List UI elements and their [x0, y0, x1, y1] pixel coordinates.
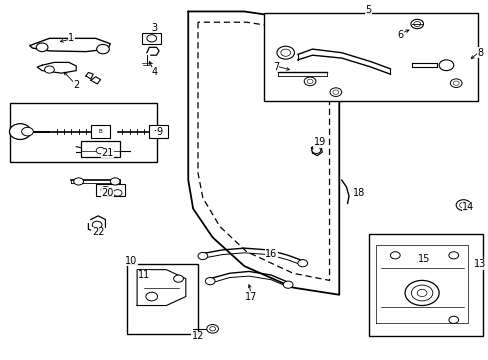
- Circle shape: [97, 44, 109, 54]
- Text: 17: 17: [245, 292, 257, 302]
- Text: 2: 2: [73, 80, 79, 90]
- Circle shape: [413, 22, 420, 27]
- Circle shape: [92, 221, 102, 228]
- Circle shape: [276, 46, 294, 59]
- Text: 4: 4: [151, 67, 157, 77]
- Bar: [142, 33, 161, 44]
- Bar: [81, 140, 120, 157]
- Circle shape: [198, 252, 207, 260]
- Bar: [368, 234, 482, 336]
- Text: 10: 10: [125, 256, 137, 266]
- Circle shape: [297, 260, 307, 267]
- Circle shape: [44, 66, 54, 73]
- Circle shape: [459, 202, 467, 208]
- Circle shape: [329, 88, 341, 96]
- Circle shape: [389, 252, 399, 259]
- Text: 18: 18: [352, 188, 364, 198]
- Text: 16: 16: [264, 248, 277, 258]
- Circle shape: [206, 324, 218, 333]
- Text: B: B: [157, 129, 160, 134]
- Text: 22: 22: [92, 227, 104, 237]
- Text: 3: 3: [151, 23, 157, 33]
- Circle shape: [455, 200, 470, 211]
- Circle shape: [96, 147, 105, 154]
- Text: 19: 19: [313, 138, 325, 147]
- Circle shape: [448, 252, 458, 259]
- Circle shape: [110, 178, 120, 185]
- Text: 9: 9: [156, 127, 162, 136]
- Text: 20: 20: [102, 188, 114, 198]
- Circle shape: [449, 79, 461, 87]
- Bar: [10, 103, 156, 162]
- Bar: [263, 13, 477, 101]
- Circle shape: [74, 178, 83, 185]
- Text: 21: 21: [102, 148, 114, 158]
- Text: 11: 11: [138, 270, 150, 280]
- Circle shape: [332, 90, 338, 94]
- Circle shape: [306, 79, 312, 84]
- Text: 6: 6: [396, 30, 403, 40]
- Circle shape: [21, 127, 33, 136]
- Text: 14: 14: [461, 202, 473, 212]
- Circle shape: [452, 81, 458, 85]
- Text: 7: 7: [272, 62, 279, 72]
- Circle shape: [416, 289, 426, 297]
- Text: B: B: [99, 129, 102, 134]
- Circle shape: [283, 281, 292, 288]
- Circle shape: [438, 60, 453, 71]
- Text: 15: 15: [418, 254, 430, 264]
- Circle shape: [404, 280, 438, 306]
- Circle shape: [146, 35, 156, 42]
- Circle shape: [410, 285, 432, 301]
- Circle shape: [448, 316, 458, 323]
- Circle shape: [113, 190, 122, 196]
- Circle shape: [36, 43, 48, 51]
- Text: 5: 5: [365, 5, 371, 15]
- Circle shape: [101, 186, 110, 193]
- Text: 13: 13: [473, 259, 486, 269]
- Text: 12: 12: [191, 331, 204, 341]
- Circle shape: [209, 327, 215, 331]
- Circle shape: [145, 292, 157, 301]
- Text: 1: 1: [68, 33, 74, 43]
- Circle shape: [304, 77, 315, 86]
- Circle shape: [9, 124, 31, 139]
- Circle shape: [173, 275, 183, 282]
- Bar: [127, 264, 198, 334]
- Circle shape: [410, 19, 423, 29]
- Circle shape: [311, 147, 320, 153]
- Circle shape: [280, 49, 290, 56]
- Bar: [91, 126, 110, 138]
- Text: 8: 8: [476, 48, 483, 58]
- Bar: [149, 126, 167, 138]
- Circle shape: [205, 278, 215, 285]
- Bar: [96, 184, 124, 196]
